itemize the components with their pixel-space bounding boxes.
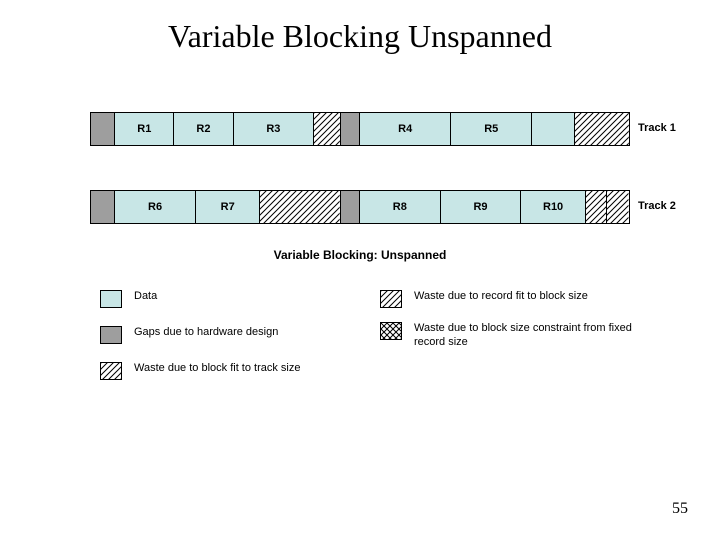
legend-label: Data xyxy=(134,290,157,304)
track-1-segment-2: R2 xyxy=(174,113,233,145)
legend-item: Waste due to block fit to track size xyxy=(100,362,301,380)
diagram-caption: Variable Blocking: Unspanned xyxy=(0,248,720,262)
legend-item: Gaps due to hardware design xyxy=(100,326,301,344)
legend-swatch xyxy=(100,362,122,380)
legend-item: Waste due to block size constraint from … xyxy=(380,322,634,350)
track-1-segment-8 xyxy=(532,113,575,145)
track-2-segment-5: R8 xyxy=(360,191,441,223)
track-1-segment-0 xyxy=(91,113,115,145)
track-2-segment-7: R10 xyxy=(521,191,586,223)
legend-swatch xyxy=(100,290,122,308)
track-2: R6R7 R8R9R10 xyxy=(90,190,630,224)
legend-swatch xyxy=(100,326,122,344)
track-2-segment-0 xyxy=(91,191,115,223)
track-2-segment-2: R7 xyxy=(196,191,261,223)
track-1: R1R2R3 R4R5 xyxy=(90,112,630,146)
track-2-segment-9 xyxy=(607,191,629,223)
page-title: Variable Blocking Unspanned xyxy=(0,18,720,55)
track-2-segment-6: R9 xyxy=(441,191,522,223)
legend-label: Gaps due to hardware design xyxy=(134,326,278,340)
legend-column-2: Waste due to record fit to block size Was… xyxy=(380,290,634,350)
track-1-segment-7: R5 xyxy=(451,113,532,145)
legend-swatch xyxy=(380,290,402,308)
legend-swatch xyxy=(380,322,402,340)
slide: Variable Blocking Unspanned R1R2R3 R4R5 T… xyxy=(0,0,720,540)
track-1-label: Track 1 xyxy=(638,122,698,134)
legend-column-1: Data Gaps due to hardware design Waste due… xyxy=(100,290,301,380)
track-2-segment-1: R6 xyxy=(115,191,196,223)
track-1-segment-4 xyxy=(314,113,341,145)
track-2-segment-4 xyxy=(341,191,360,223)
legend-item: Waste due to record fit to block size xyxy=(380,290,634,308)
track-1-segment-6: R4 xyxy=(360,113,451,145)
legend-label: Waste due to record fit to block size xyxy=(414,290,588,304)
track-1-segment-1: R1 xyxy=(115,113,174,145)
legend-item: Data xyxy=(100,290,301,308)
legend-label: Waste due to block size constraint from … xyxy=(414,322,634,350)
track-2-segment-8 xyxy=(586,191,608,223)
legend-label: Waste due to block fit to track size xyxy=(134,362,301,376)
track-1-segment-9 xyxy=(575,113,629,145)
track-2-segment-3 xyxy=(260,191,341,223)
page-number: 55 xyxy=(672,500,688,518)
track-2-label: Track 2 xyxy=(638,200,698,212)
track-1-segment-3: R3 xyxy=(234,113,315,145)
track-1-segment-5 xyxy=(341,113,360,145)
